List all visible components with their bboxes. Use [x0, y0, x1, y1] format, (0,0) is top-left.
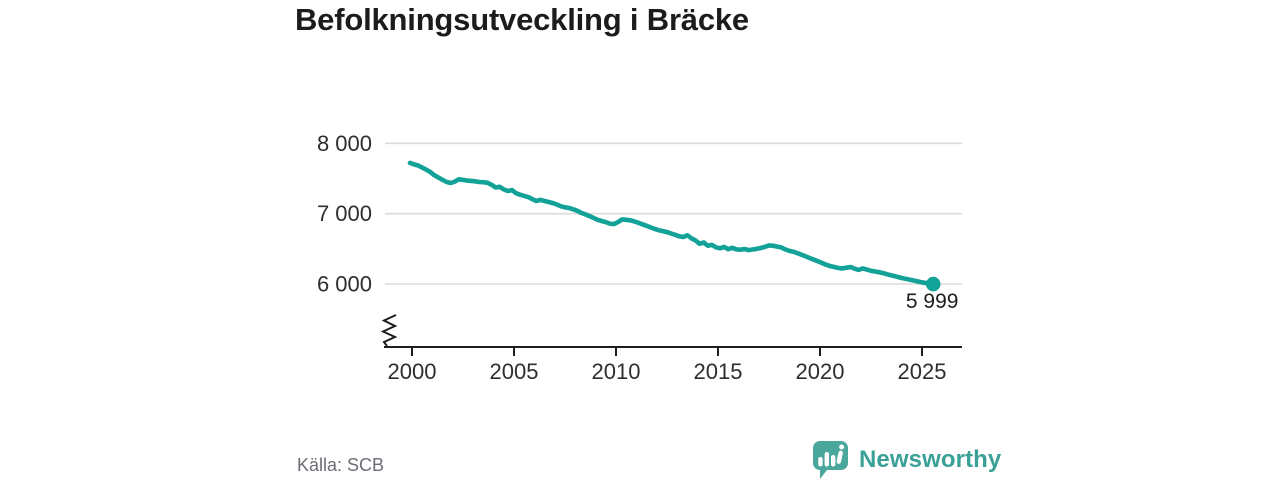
y-axis-labels-group: 8 000 7 000 6 000 — [317, 131, 372, 297]
y-tick-label-8000: 8 000 — [317, 131, 372, 156]
y-tick-label-7000: 7 000 — [317, 201, 372, 226]
latest-value-dot — [925, 276, 941, 292]
x-axis-labels-group: 2000 2005 2010 2015 2020 2025 — [388, 359, 947, 384]
source-note: Källa: SCB — [297, 455, 385, 475]
newsworthy-logo: Newsworthy — [810, 439, 1001, 480]
newsworthy-wordmark: Newsworthy — [859, 445, 1002, 473]
population-series-line — [407, 160, 936, 287]
x-tick-label-2015: 2015 — [694, 359, 743, 384]
axis-break-icon — [380, 314, 398, 347]
x-axis-ticks-group — [411, 347, 923, 356]
x-tick-label-2000: 2000 — [388, 359, 437, 384]
chart-title: Befolkningsutveckling i Bräcke — [295, 2, 749, 37]
newsworthy-bar-chart-bubble-icon — [813, 441, 848, 479]
x-tick-label-2025: 2025 — [898, 359, 947, 384]
x-tick-label-2005: 2005 — [490, 359, 539, 384]
gridlines-group — [385, 142, 962, 285]
y-tick-label-6000: 6 000 — [317, 272, 372, 297]
latest-value-label: 5 999 — [906, 290, 959, 313]
x-tick-label-2010: 2010 — [592, 359, 641, 384]
x-tick-label-2020: 2020 — [796, 359, 845, 384]
